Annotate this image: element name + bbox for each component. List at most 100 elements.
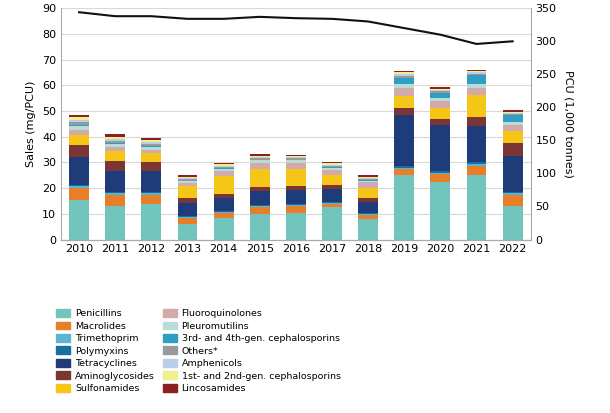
Bar: [249, 169, 270, 188]
Bar: [142, 138, 161, 140]
Bar: [467, 72, 486, 74]
Bar: [286, 156, 306, 157]
Bar: [467, 71, 486, 72]
Bar: [69, 122, 89, 125]
Bar: [358, 181, 378, 183]
Bar: [394, 175, 414, 240]
Bar: [286, 169, 306, 186]
Bar: [214, 198, 234, 211]
Bar: [358, 202, 378, 214]
Bar: [69, 125, 89, 126]
Bar: [358, 198, 378, 202]
Bar: [249, 157, 270, 158]
Bar: [69, 126, 89, 130]
Bar: [322, 164, 342, 166]
Bar: [178, 198, 198, 203]
Bar: [142, 162, 161, 171]
Bar: [358, 183, 378, 188]
Bar: [467, 164, 486, 166]
Bar: [286, 186, 306, 190]
Bar: [467, 88, 486, 95]
Bar: [394, 84, 414, 88]
Bar: [69, 185, 89, 186]
Bar: [214, 164, 234, 166]
Bar: [394, 76, 414, 78]
Bar: [249, 159, 270, 160]
Bar: [69, 135, 89, 145]
Bar: [106, 206, 125, 240]
Bar: [178, 177, 198, 178]
Bar: [358, 178, 378, 179]
Bar: [106, 139, 125, 141]
Bar: [503, 122, 523, 125]
Bar: [106, 171, 125, 192]
Bar: [214, 163, 234, 164]
Bar: [286, 159, 306, 160]
Bar: [214, 211, 234, 213]
Bar: [431, 89, 450, 90]
Bar: [467, 162, 486, 164]
Y-axis label: Sales (mg/PCU): Sales (mg/PCU): [26, 81, 37, 167]
Bar: [394, 109, 414, 115]
Bar: [431, 182, 450, 240]
Bar: [503, 110, 523, 112]
Bar: [249, 191, 270, 205]
Bar: [142, 154, 161, 162]
Bar: [286, 163, 306, 169]
Bar: [142, 146, 161, 147]
Bar: [467, 175, 486, 240]
Bar: [503, 195, 523, 206]
Bar: [322, 202, 342, 204]
Bar: [431, 171, 450, 173]
Bar: [503, 192, 523, 193]
Bar: [214, 171, 234, 176]
Bar: [178, 216, 198, 217]
Bar: [322, 207, 342, 240]
Bar: [106, 151, 125, 161]
Bar: [322, 185, 342, 189]
Bar: [431, 174, 450, 182]
Bar: [286, 155, 306, 156]
Bar: [358, 219, 378, 240]
Bar: [249, 207, 270, 214]
Bar: [503, 113, 523, 114]
Bar: [322, 167, 342, 168]
Bar: [214, 169, 234, 171]
Bar: [358, 179, 378, 180]
Bar: [394, 74, 414, 76]
Bar: [69, 117, 89, 120]
Legend: Penicillins, Macrolides, Trimethoprim, Polymyxins, Tetracyclines, Aminoglycoside: Penicillins, Macrolides, Trimethoprim, P…: [56, 309, 340, 393]
Bar: [249, 206, 270, 207]
Bar: [106, 137, 125, 139]
Bar: [249, 158, 270, 159]
Bar: [142, 193, 161, 195]
Bar: [142, 204, 161, 240]
Bar: [467, 117, 486, 126]
Bar: [69, 120, 89, 122]
Bar: [322, 170, 342, 175]
Bar: [178, 179, 198, 181]
Bar: [142, 142, 161, 144]
Bar: [503, 125, 523, 131]
Bar: [106, 195, 125, 206]
Bar: [394, 96, 414, 109]
Bar: [431, 93, 450, 98]
Bar: [69, 115, 89, 117]
Bar: [178, 181, 198, 183]
Bar: [214, 167, 234, 168]
Bar: [69, 145, 89, 157]
Bar: [286, 213, 306, 240]
Bar: [394, 88, 414, 96]
Bar: [503, 114, 523, 115]
Bar: [249, 214, 270, 240]
Bar: [394, 71, 414, 72]
Bar: [142, 192, 161, 193]
Bar: [106, 193, 125, 195]
Bar: [106, 141, 125, 143]
Bar: [178, 217, 198, 218]
Bar: [178, 218, 198, 224]
Bar: [286, 160, 306, 163]
Bar: [503, 156, 523, 192]
Bar: [431, 125, 450, 171]
Bar: [358, 180, 378, 181]
